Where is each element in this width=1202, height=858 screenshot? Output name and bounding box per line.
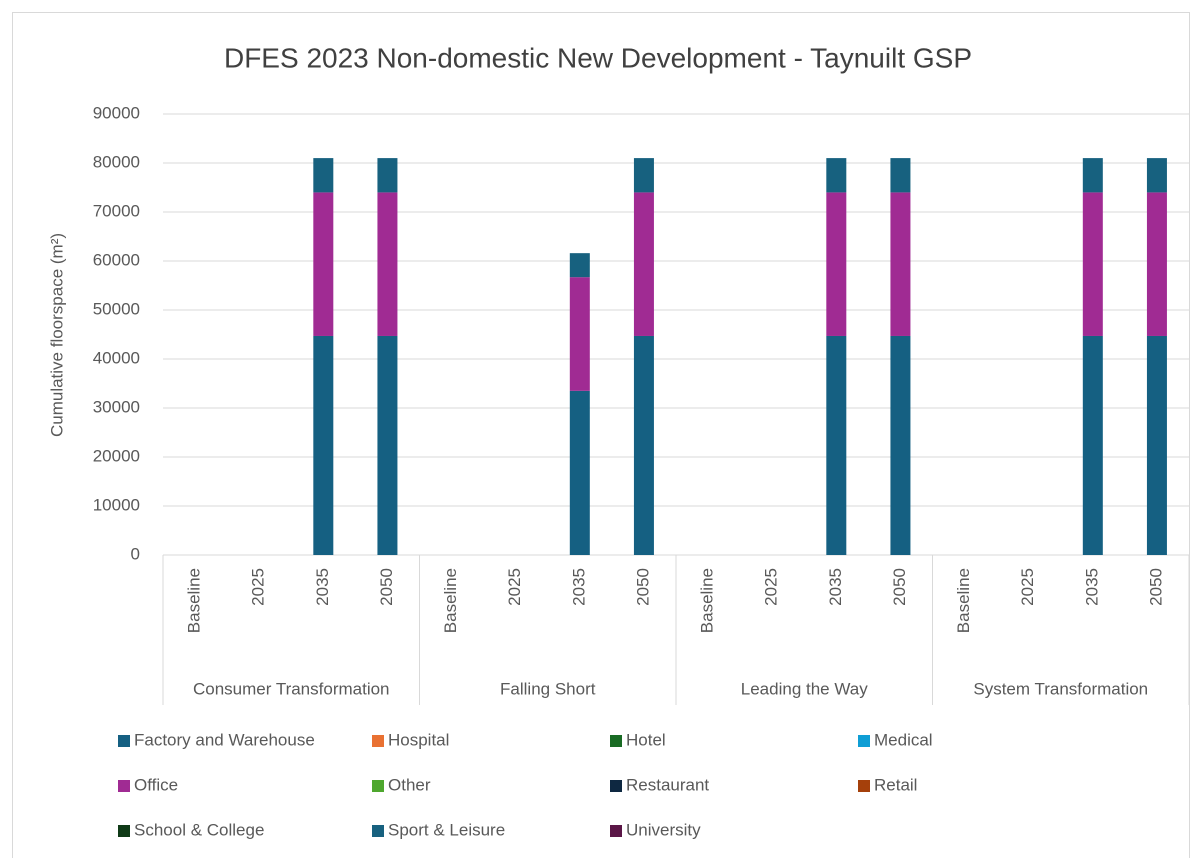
bar-segment [313, 158, 334, 193]
legend-swatch [858, 735, 870, 747]
group-label: System Transformation [973, 679, 1148, 698]
group-label: Falling Short [500, 679, 596, 698]
chart-frame [12, 12, 1190, 858]
legend-swatch [118, 780, 130, 792]
group-label: Consumer Transformation [193, 679, 390, 698]
legend-label: Hotel [626, 730, 666, 749]
x-tick-label: 2050 [1146, 568, 1165, 606]
legend-swatch [610, 825, 622, 837]
legend-label: Restaurant [626, 775, 709, 794]
legend-swatch [372, 825, 384, 837]
legend-swatch [610, 735, 622, 747]
x-tick-label: 2025 [762, 568, 781, 606]
x-tick-label: 2035 [826, 568, 845, 606]
legend-label: Hospital [388, 730, 449, 749]
bar-segment [569, 277, 590, 391]
legend-label: University [626, 820, 701, 839]
bar-segment [1146, 335, 1167, 555]
y-axis-label: Cumulative floorspace (m²) [47, 233, 66, 437]
x-tick-label: 2050 [890, 568, 909, 606]
x-tick-label: Baseline [185, 568, 204, 633]
x-tick-label: 2025 [1018, 568, 1037, 606]
legend-label: Medical [874, 730, 933, 749]
bar-segment [1082, 335, 1103, 555]
bar-segment [1146, 192, 1167, 336]
bar-segment [313, 335, 334, 555]
x-tick-label: 2035 [1082, 568, 1101, 606]
legend-label: Other [388, 775, 431, 794]
x-tick-label: Baseline [441, 568, 460, 633]
legend-swatch [118, 735, 130, 747]
bar-segment [1082, 158, 1103, 193]
chart-title: DFES 2023 Non-domestic New Development -… [224, 42, 972, 73]
x-tick-label: 2050 [377, 568, 396, 606]
bar-segment [890, 158, 911, 193]
y-tick-label: 0 [131, 544, 140, 563]
bar-segment [377, 158, 398, 193]
x-tick-label: 2035 [569, 568, 588, 606]
y-tick-label: 70000 [93, 201, 140, 220]
bar-segment [569, 253, 590, 278]
bar-segment [377, 192, 398, 336]
bar-segment [1082, 192, 1103, 336]
legend-swatch [118, 825, 130, 837]
bar-segment [826, 335, 847, 555]
legend-label: Office [134, 775, 178, 794]
x-tick-label: 2035 [313, 568, 332, 606]
bar-segment [890, 335, 911, 555]
y-tick-label: 90000 [93, 103, 140, 122]
legend-swatch [372, 735, 384, 747]
y-tick-label: 60000 [93, 250, 140, 269]
y-tick-label: 80000 [93, 152, 140, 171]
legend-swatch [610, 780, 622, 792]
y-tick-label: 10000 [93, 495, 140, 514]
x-tick-label: 2050 [633, 568, 652, 606]
legend-label: Retail [874, 775, 917, 794]
x-tick-label: 2025 [505, 568, 524, 606]
y-tick-label: 20000 [93, 446, 140, 465]
legend-label: School & College [134, 820, 264, 839]
group-label: Leading the Way [741, 679, 868, 698]
bar-segment [1146, 158, 1167, 193]
y-tick-label: 50000 [93, 299, 140, 318]
bar-segment [890, 192, 911, 336]
legend-swatch [372, 780, 384, 792]
x-tick-label: Baseline [698, 568, 717, 633]
y-tick-label: 30000 [93, 397, 140, 416]
y-tick-label: 40000 [93, 348, 140, 367]
bar-segment [633, 335, 654, 555]
bar-segment [633, 192, 654, 336]
bar-segment [377, 335, 398, 555]
legend-label: Factory and Warehouse [134, 730, 315, 749]
bar-segment [313, 192, 334, 336]
bar-segment [826, 158, 847, 193]
legend-swatch [858, 780, 870, 792]
x-tick-label: Baseline [954, 568, 973, 633]
bar-segment [569, 390, 590, 555]
x-tick-label: 2025 [249, 568, 268, 606]
legend-label: Sport & Leisure [388, 820, 505, 839]
bar-segment [826, 192, 847, 336]
bar-segment [633, 158, 654, 193]
